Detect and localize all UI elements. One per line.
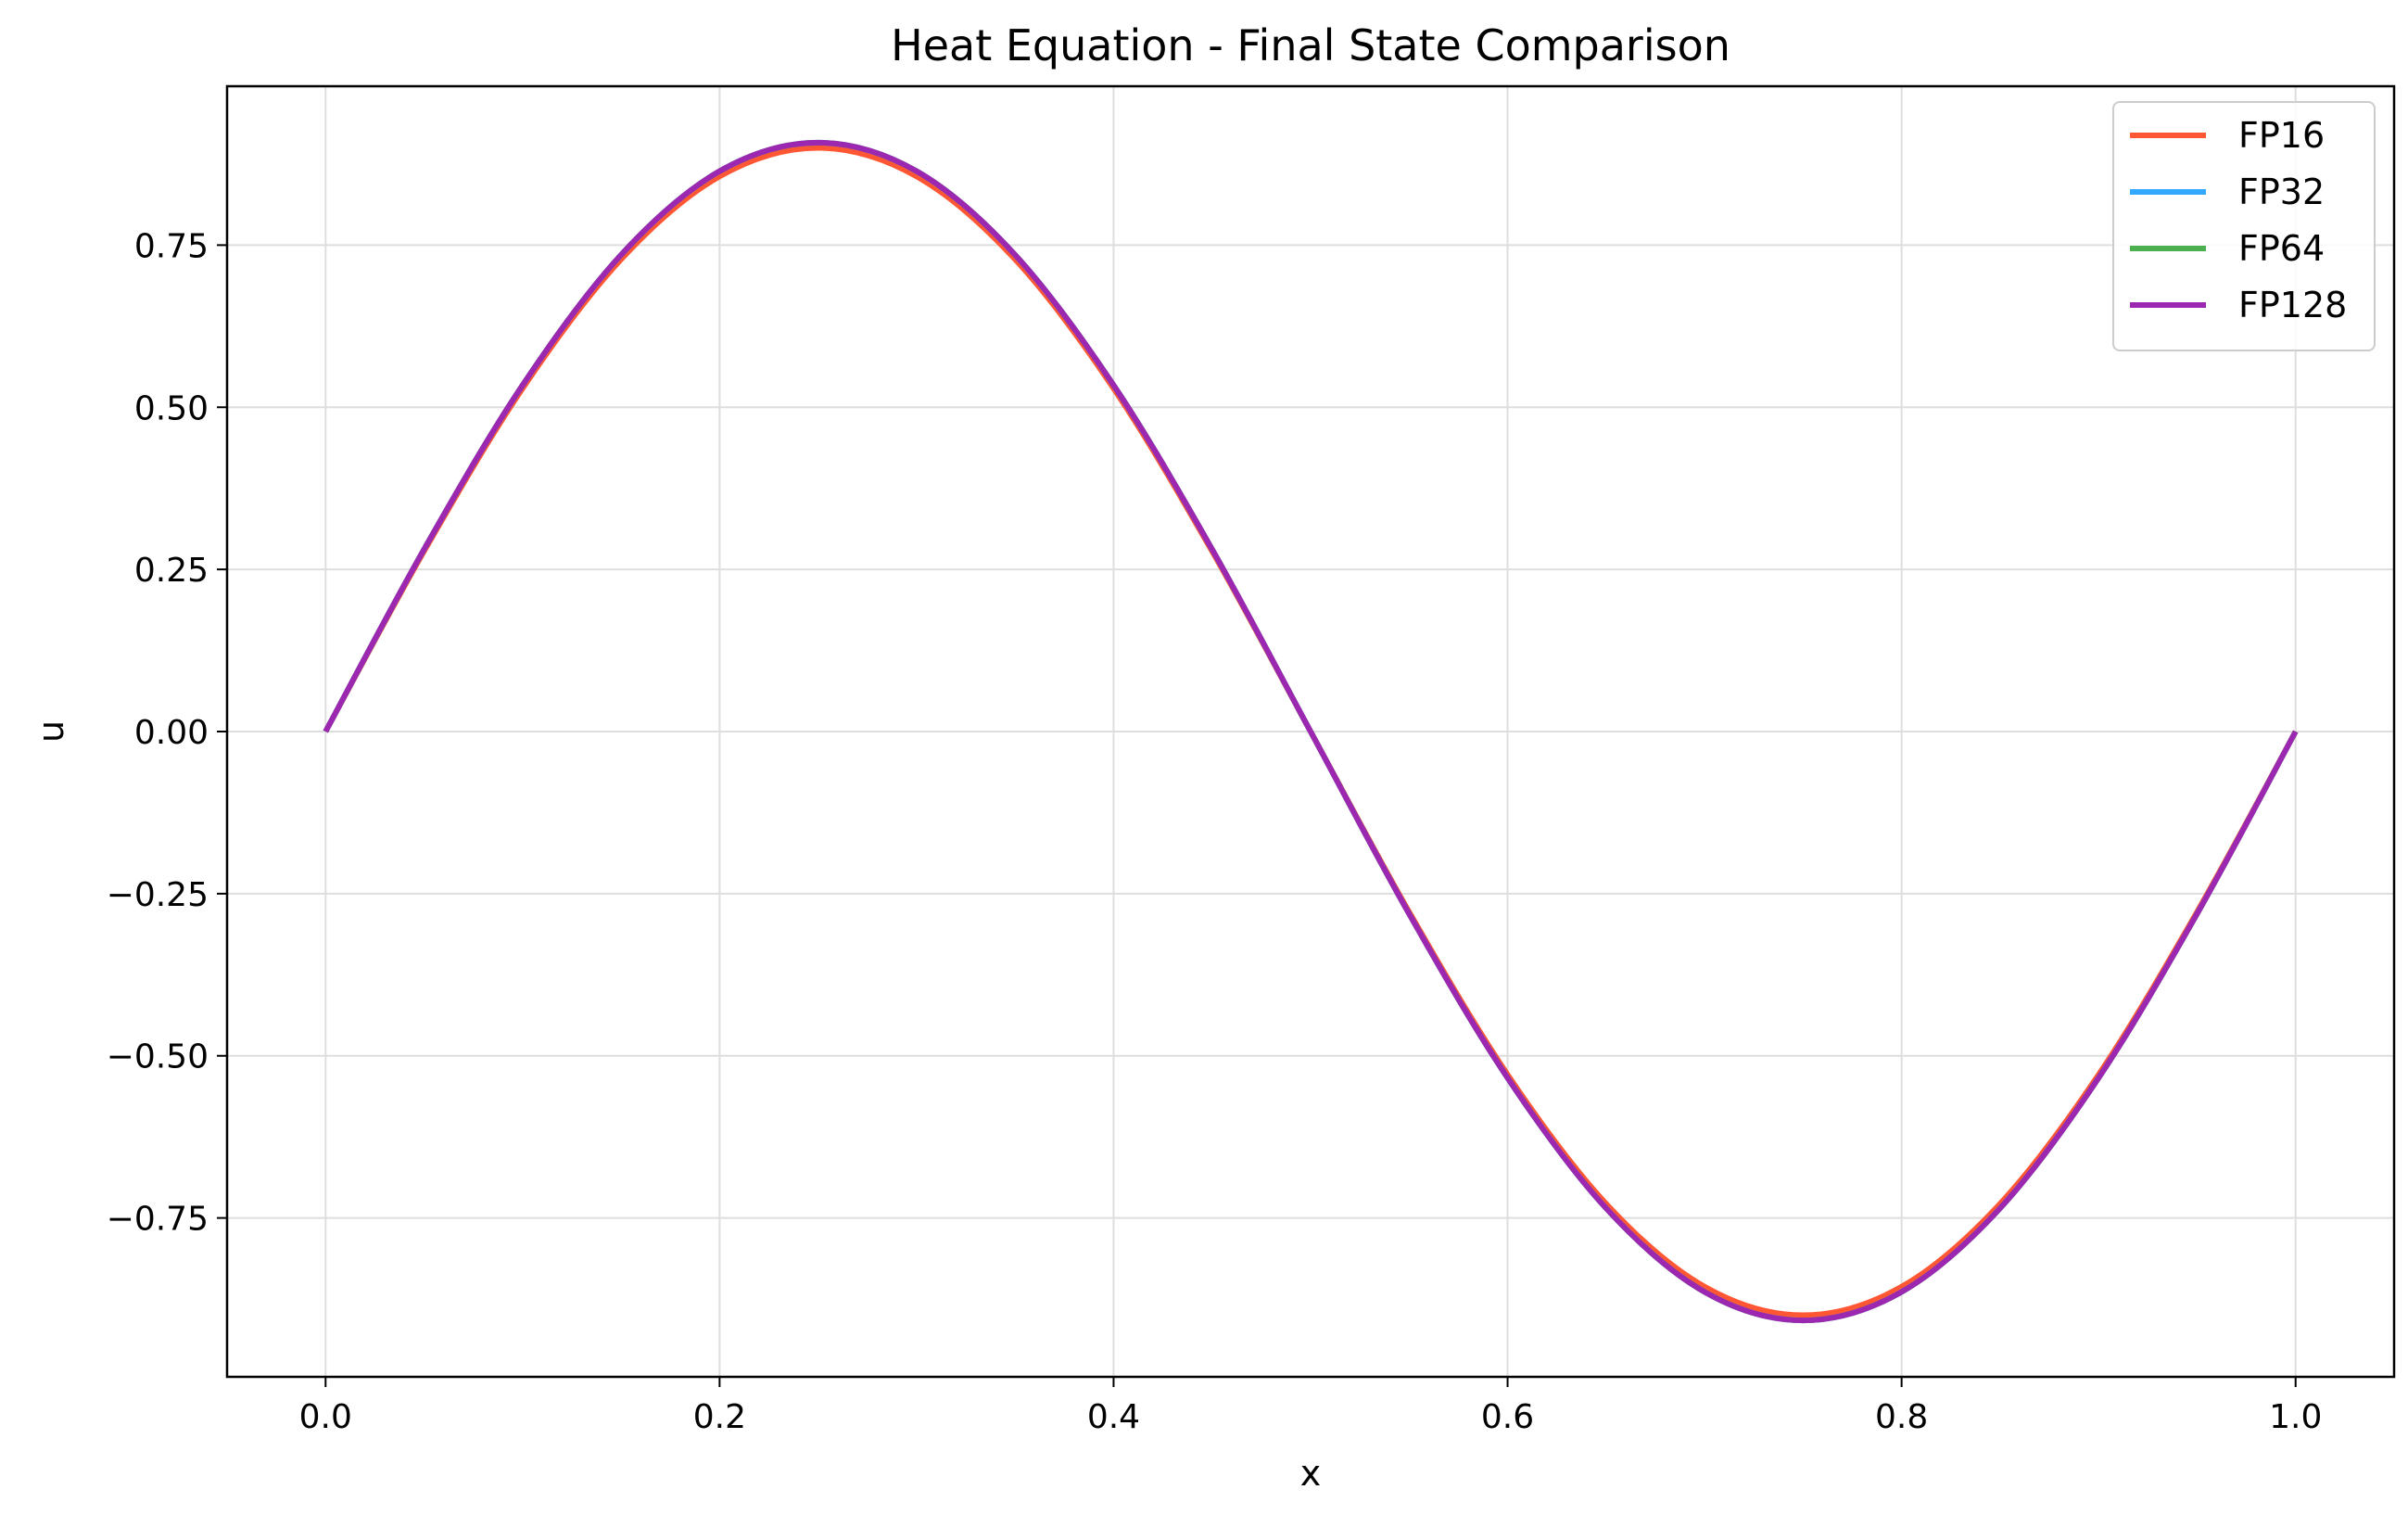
y-ticks: −0.75 −0.50 −0.25 0.00 0.25 0.50 0.75: [107, 227, 227, 1239]
y-tick-label: 0.25: [134, 552, 209, 590]
y-tick-label: 0.50: [134, 389, 209, 427]
x-tick-label: 0.4: [1087, 1398, 1140, 1436]
x-axis-label: x: [1300, 1453, 1322, 1494]
legend: FP16 FP32 FP64 FP128: [2112, 101, 2376, 351]
x-tick-label: 0.6: [1481, 1398, 1534, 1436]
legend-label: FP64: [2238, 228, 2325, 269]
series-line-fp128: [323, 139, 2299, 1324]
x-tick-label: 1.0: [2269, 1398, 2322, 1436]
x-tick-label: 0.8: [1875, 1398, 1928, 1436]
y-tick-label: 0.00: [134, 714, 209, 752]
x-tick-label: 0.0: [299, 1398, 352, 1436]
legend-label: FP16: [2238, 115, 2325, 156]
y-tick-label: −0.25: [107, 876, 209, 914]
legend-label: FP32: [2238, 172, 2325, 212]
series-lines: [323, 139, 2299, 1324]
legend-label: FP128: [2238, 285, 2347, 325]
legend-box: [2112, 101, 2376, 351]
y-tick-label: −0.75: [107, 1201, 209, 1239]
y-tick-label: 0.75: [134, 227, 209, 265]
x-tick-label: 0.2: [693, 1398, 746, 1436]
y-tick-label: −0.50: [107, 1038, 209, 1076]
chart-title: Heat Equation - Final State Comparison: [891, 20, 1730, 70]
y-axis-label: u: [31, 720, 71, 743]
x-ticks: 0.0 0.2 0.4 0.6 0.8 1.0: [299, 1377, 2322, 1436]
